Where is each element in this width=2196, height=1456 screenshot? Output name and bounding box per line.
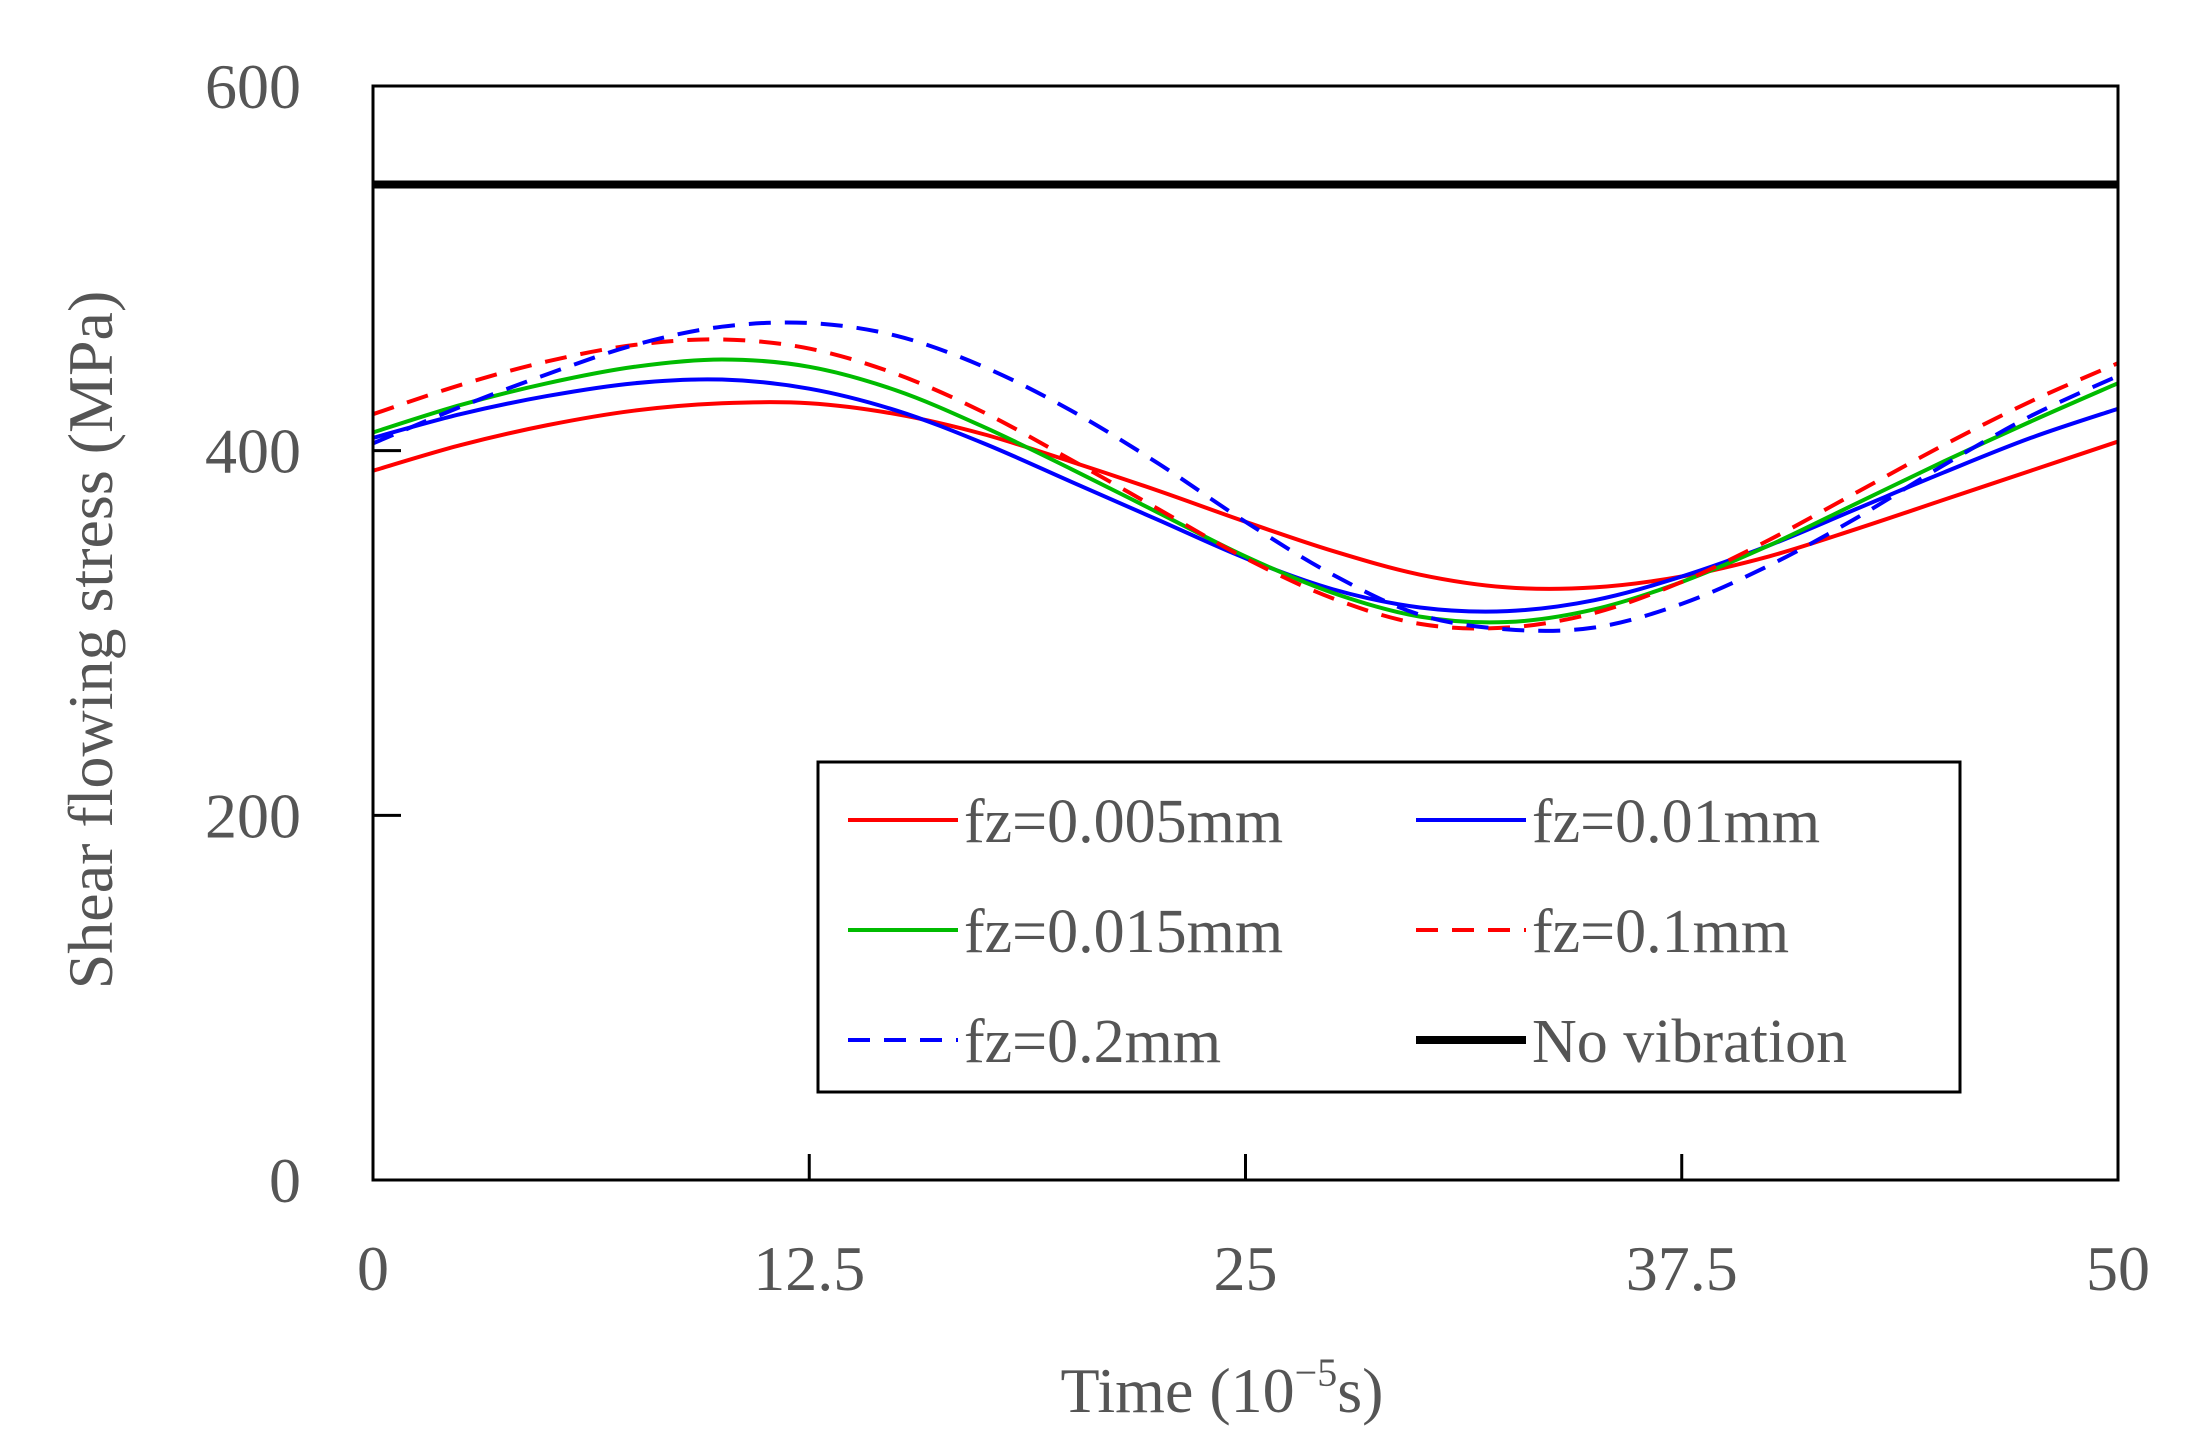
x-tick-label: 50: [2086, 1233, 2150, 1304]
legend-label: fz=0.1mm: [1532, 898, 1789, 966]
x-axis-title-main: Time (10: [1061, 1355, 1295, 1426]
legend-label: fz=0.005mm: [964, 788, 1283, 856]
x-axis-title: Time (10−5s): [1061, 1350, 1384, 1426]
series-line-1: [372, 400, 2119, 591]
series-line-5: [372, 320, 2119, 633]
legend-label: fz=0.01mm: [1532, 788, 1820, 856]
legend: fz=0.005mm fz=0.01mm fz=0.015mm fz=0.1mm fz=…: [816, 760, 1962, 1094]
series-line-4: [372, 337, 2119, 631]
x-axis-title-tail: s): [1337, 1355, 1383, 1426]
x-tick-label: 0: [357, 1233, 389, 1304]
x-axis-title-superscript: −5: [1295, 1350, 1338, 1395]
x-tick-label: 25: [1214, 1233, 1278, 1304]
axis-ticks: 0 12.5 25 37.5 50 0 200 400 600: [205, 51, 2150, 1304]
legend-label: No vibration: [1532, 1008, 1847, 1076]
y-tick-label: 0: [269, 1145, 301, 1216]
y-tick-label: 600: [205, 51, 301, 122]
legend-label: fz=0.2mm: [964, 1008, 1221, 1076]
series-line-3: [372, 357, 2119, 625]
x-tick-label: 37.5: [1626, 1233, 1738, 1304]
series-line-2: [372, 377, 2119, 614]
y-tick-label: 400: [205, 416, 301, 487]
legend-box: [816, 760, 1962, 1094]
x-tick-label: 12.5: [753, 1233, 865, 1304]
y-axis-title: Shear flowing stress (MPa): [55, 291, 126, 990]
y-tick-label: 200: [205, 780, 301, 851]
legend-label: fz=0.015mm: [964, 898, 1283, 966]
